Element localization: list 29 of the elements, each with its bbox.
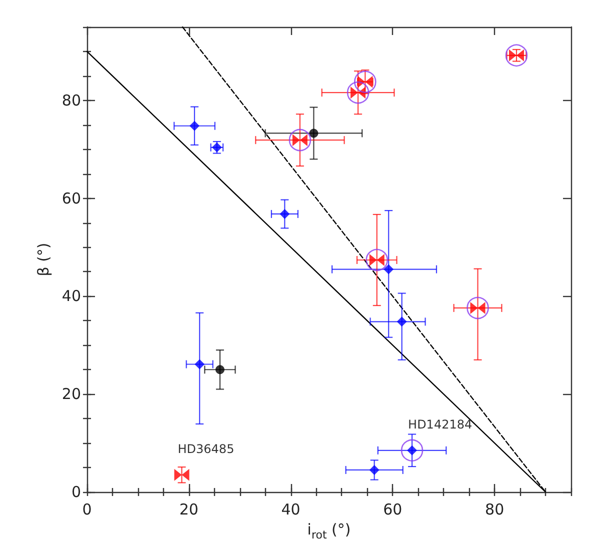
x-tick-label: 0 [82, 500, 92, 518]
point [466, 296, 489, 320]
y-tick-label: 60 [62, 189, 81, 208]
y-tick-label: 40 [62, 287, 81, 306]
y-axis-title: β (°) [34, 242, 53, 276]
point [215, 365, 224, 374]
y-tick-label: 80 [62, 91, 81, 110]
point [288, 128, 312, 152]
point [396, 316, 407, 327]
point [369, 464, 380, 475]
annotation: HD36485 [178, 442, 234, 456]
x-tick-label: 20 [179, 500, 198, 518]
point [384, 264, 394, 274]
point [194, 359, 205, 370]
x-tick-label: 60 [383, 500, 402, 518]
point [400, 439, 424, 462]
point [366, 248, 388, 272]
point [174, 468, 190, 481]
point [505, 44, 528, 67]
x-tick-label: 80 [485, 500, 504, 518]
point [309, 128, 318, 138]
point [190, 120, 200, 131]
annotation: HD142184 [408, 417, 472, 432]
y-tick-label: 20 [62, 385, 81, 404]
y-tick-label: 0 [71, 483, 81, 501]
x-tick-label: 40 [281, 500, 300, 518]
point [280, 208, 290, 219]
point [346, 81, 370, 104]
point [354, 70, 376, 93]
